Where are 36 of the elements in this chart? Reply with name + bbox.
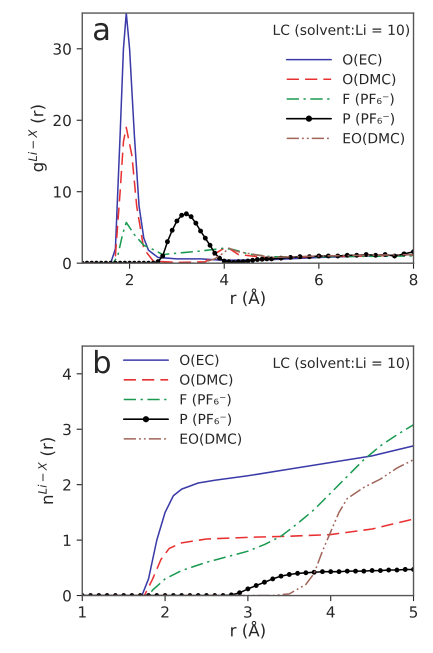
annotation: b (94, 350, 110, 374)
y-tick-label: 0 (63, 590, 71, 602)
y-tick-label: 0 (63, 258, 71, 270)
legend-label: EO(DMC) (180, 433, 242, 446)
x-tick-label: 1 (79, 606, 86, 618)
annotation: LC (solvent:Li = 10) (274, 357, 410, 370)
legend-label: P (PF₆⁻) (180, 414, 231, 426)
annotation: a (94, 22, 108, 40)
y-tick-label: 1 (64, 534, 70, 546)
y-tick-label: 30 (54, 43, 71, 55)
x-tick-label: 2 (126, 274, 133, 286)
x-tick-label: 5 (410, 606, 418, 618)
legend-label: F (PF₆⁻) (180, 394, 231, 406)
y-tick-label: 3 (63, 424, 71, 436)
legend-label: F (PF₆⁻) (344, 93, 394, 106)
legend-label: P (PF₆⁻) (344, 112, 394, 126)
y-tick-label: 20 (54, 114, 71, 126)
x-tick-label: 6 (315, 274, 323, 286)
y-axis-title: n$^{Li−X}$ (r) (38, 438, 56, 504)
y-tick-label: 10 (54, 186, 71, 198)
x-axis-title: r (Å) (231, 620, 265, 639)
x-tick-label: 4 (220, 274, 228, 286)
x-tick-label: 4 (326, 606, 335, 618)
x-tick-label: 8 (410, 274, 418, 286)
legend-label: O(EC) (180, 354, 218, 367)
x-tick-label: 2 (161, 606, 168, 618)
y-tick-label: 4 (62, 368, 71, 380)
y-axis-title: g$^{Li−X}$ (r) (28, 105, 47, 172)
y-tick-label: 2 (63, 479, 70, 490)
x-tick-label: 3 (244, 606, 252, 618)
legend-label: EO(DMC) (344, 132, 404, 146)
annotation: LC (solvent:Li = 10) (274, 24, 410, 37)
legend-label: O(DMC) (180, 374, 232, 386)
legend-label: O(DMC) (343, 74, 396, 86)
x-axis-title: r (Å) (231, 288, 265, 306)
legend-label: O(EC) (343, 54, 382, 66)
